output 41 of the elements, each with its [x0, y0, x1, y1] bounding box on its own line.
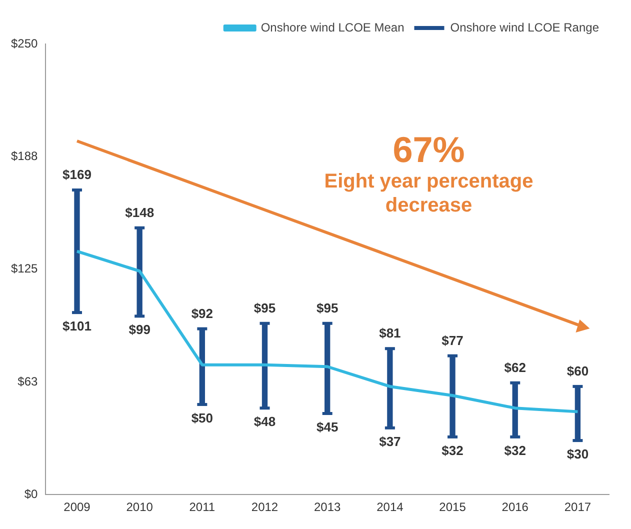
annotation: Eight year percentage decrease [324, 170, 534, 217]
x-tick-label: 2016 [502, 500, 529, 514]
annotation: $62 [504, 360, 526, 375]
annotation: $95 [316, 300, 338, 316]
annotation: $169 [62, 167, 92, 182]
x-tick-label: 2013 [314, 500, 342, 514]
y-tick-label: $250 [10, 36, 38, 50]
x-tick-label: 2014 [376, 500, 404, 514]
x-tick-label: 2017 [564, 500, 592, 514]
bar [74, 190, 80, 313]
x-tick-label: 2010 [126, 500, 154, 514]
x-tick-label: 2009 [64, 500, 91, 514]
annotation: $101 [62, 318, 92, 334]
annotation: $32 [442, 443, 464, 458]
y-tick-label: $63 [18, 374, 38, 388]
annotation: $48 [254, 414, 276, 430]
annotation: $99 [128, 322, 150, 338]
y-tick-label: $0 [24, 486, 38, 501]
annotation: $45 [316, 420, 338, 435]
x-tick-label: 2012 [251, 500, 278, 514]
y-tick-label: $188 [10, 148, 38, 163]
annotation: $60 [566, 364, 589, 379]
x-tick-label: 2011 [189, 500, 216, 514]
annotation: $32 [504, 443, 526, 458]
annotation: $37 [379, 434, 401, 449]
bar [450, 355, 456, 438]
y-tick-label: $125 [10, 262, 38, 276]
annotation: $95 [254, 300, 276, 316]
annotation: $50 [191, 410, 214, 426]
bar [136, 228, 142, 316]
annotation: 67% [392, 129, 465, 170]
x-tick-label: 2015 [439, 500, 466, 514]
annotation: $77 [442, 332, 464, 348]
bar [387, 348, 393, 428]
annotation: $148 [125, 204, 154, 220]
annotation: $92 [191, 306, 214, 321]
legend-label: Onshore wind LCOE Mean [260, 20, 404, 34]
annotation: $81 [379, 326, 401, 341]
bar [324, 323, 330, 414]
annotation: $30 [566, 446, 589, 462]
legend-label: Onshore wind LCOE Range [450, 20, 600, 34]
